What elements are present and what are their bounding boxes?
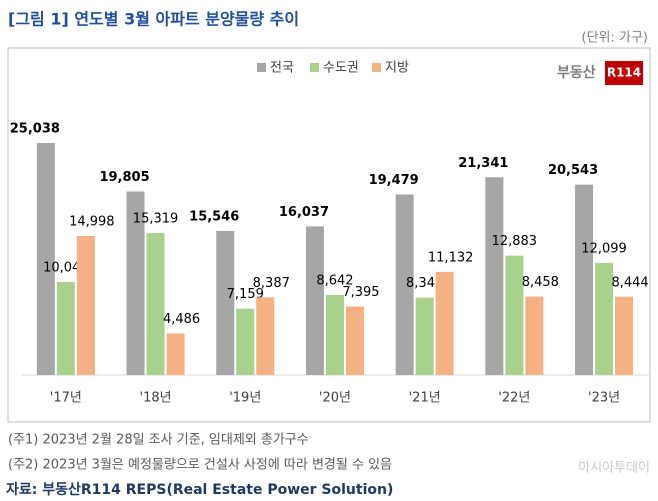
value-label: 25,038	[10, 122, 60, 137]
bar	[595, 262, 614, 375]
bar	[345, 306, 364, 375]
note: (주2) 2023년 3월은 예정물량으로 건설사 사정에 따라 변경될 수 있…	[8, 458, 392, 473]
value-label: 12,099	[581, 241, 627, 256]
bar	[575, 184, 594, 375]
x-tick-label: '20년	[319, 391, 351, 406]
value-label: 11,132	[428, 250, 474, 265]
bar	[435, 271, 454, 375]
value-label: 19,479	[369, 173, 419, 188]
value-label: 15,546	[189, 209, 239, 224]
value-label: 16,037	[279, 205, 329, 220]
plot-frame	[7, 47, 651, 423]
logo-badge: R114	[607, 66, 641, 80]
logo-text: 부동산	[557, 64, 596, 81]
x-tick-label: '17년	[50, 391, 82, 406]
bar	[505, 255, 524, 375]
value-label: 4,486	[163, 312, 200, 327]
value-label: 7,395	[342, 285, 379, 300]
x-tick-label: '22년	[498, 391, 530, 406]
value-label: 8,444	[611, 275, 648, 290]
x-tick-label: '18년	[140, 391, 172, 406]
bar	[76, 236, 95, 375]
bar	[146, 233, 165, 375]
bar	[525, 296, 544, 375]
value-label: 20,543	[548, 163, 598, 178]
value-label: 21,341	[458, 156, 508, 171]
value-label: 14,998	[69, 215, 115, 230]
legend-swatch	[310, 63, 319, 72]
bar	[325, 294, 344, 375]
bar	[415, 297, 434, 375]
legend-label: 전국	[270, 61, 294, 76]
value-label: 12,883	[492, 234, 538, 249]
value-label: 8,347	[406, 276, 443, 291]
bar	[485, 177, 504, 375]
bar	[236, 308, 255, 375]
logo-badge-box	[605, 61, 643, 85]
value-label: 7,159	[227, 287, 264, 302]
bar	[256, 297, 275, 375]
bar	[36, 143, 55, 375]
x-tick-label: '23년	[588, 391, 620, 406]
legend-label: 지방	[385, 61, 409, 76]
bar	[615, 296, 634, 375]
bar	[166, 333, 185, 375]
unit-label: (단위: 가구)	[582, 31, 649, 46]
source: 자료: 부동산R114 REPS(Real Estate Power Solut…	[6, 481, 393, 498]
watermark: 아시아투데이	[578, 461, 650, 476]
bar	[126, 191, 145, 375]
value-label: 15,319	[133, 212, 179, 227]
bar	[56, 281, 75, 375]
bar	[305, 226, 324, 375]
note: (주1) 2023년 2월 28일 조사 기준, 임대제외 총가구수	[8, 433, 309, 448]
bar	[395, 194, 414, 375]
bar	[216, 230, 235, 375]
legend-swatch	[257, 63, 266, 72]
chart-title: [그림 1] 연도별 3월 아파트 분양물량 추이	[8, 10, 299, 29]
value-label: 19,805	[99, 170, 149, 185]
x-tick-label: '19년	[229, 391, 261, 406]
value-label: 8,458	[522, 275, 559, 290]
value-label: 8,642	[316, 273, 353, 288]
x-tick-label: '21년	[409, 391, 441, 406]
legend-swatch	[372, 63, 381, 72]
value-label: 8,387	[253, 276, 290, 291]
legend-label: 수도권	[323, 61, 359, 76]
